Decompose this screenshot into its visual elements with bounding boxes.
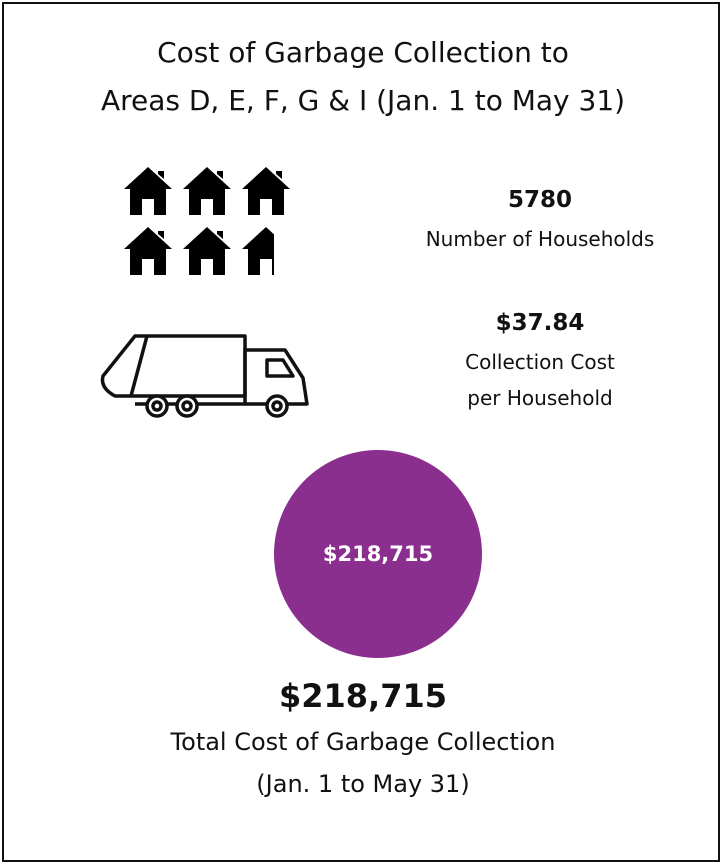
title-line: Areas D, E, F, G & I (Jan. 1 to May 31) [100,84,626,117]
stat-value: $37.84 [495,310,585,336]
total-label: (Jan. 1 to May 31) [256,770,470,798]
total-label: Total Cost of Garbage Collection [170,728,556,756]
stat-label: Collection Cost [465,350,615,374]
stat-label: per Household [467,386,613,410]
houses-icon [124,167,290,275]
total-circle: $218,715 [274,450,482,658]
stat-value: 5780 [507,187,572,213]
title-line: Cost of Garbage Collection to [157,36,569,69]
circle-label: $218,715 [322,542,434,566]
stat-label: Number of Households [425,227,655,251]
total-value: $218,715 [278,677,447,715]
truck-icon [100,334,309,418]
